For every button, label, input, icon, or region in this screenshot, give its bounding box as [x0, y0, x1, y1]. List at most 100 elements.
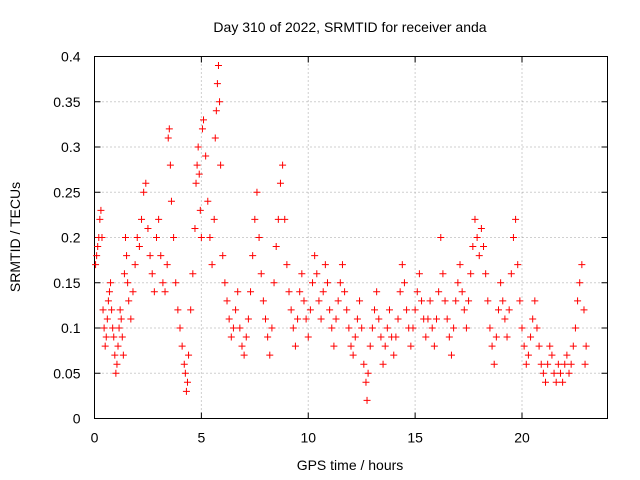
data-point	[433, 315, 440, 323]
data-point	[571, 324, 579, 332]
data-point	[353, 315, 361, 323]
data-point	[383, 324, 391, 332]
data-point	[181, 369, 189, 377]
data-point	[569, 342, 577, 350]
data-point	[240, 351, 248, 359]
data-point	[97, 206, 105, 214]
y-tick-label: 0	[73, 411, 81, 427]
data-point	[124, 279, 132, 287]
data-point	[167, 197, 175, 205]
x-tick-label: 5	[197, 430, 205, 446]
data-point	[110, 333, 118, 341]
data-point	[454, 279, 462, 287]
data-point	[462, 324, 470, 332]
data-point	[200, 116, 208, 124]
data-point	[505, 306, 513, 314]
data-point	[581, 360, 589, 368]
data-point	[174, 306, 182, 314]
data-point	[135, 243, 143, 251]
data-point	[213, 80, 221, 88]
data-point	[465, 297, 473, 305]
data-point	[138, 215, 146, 223]
axis-ticks: 0 0.05 0.1 0.15 0.2 0.25 0.3 0.35 0.4 0 5 10 15 20	[53, 49, 608, 446]
data-point	[194, 143, 202, 151]
data-point	[208, 261, 216, 269]
data-point	[216, 98, 224, 106]
data-point	[430, 342, 438, 350]
data-point	[234, 288, 242, 296]
data-point	[183, 378, 191, 386]
data-point	[118, 333, 126, 341]
data-point	[460, 306, 468, 314]
data-points	[92, 62, 590, 404]
data-point	[236, 324, 244, 332]
data-point	[482, 270, 490, 278]
data-point	[105, 288, 113, 296]
data-point	[567, 360, 575, 368]
data-point	[100, 324, 108, 332]
data-point	[311, 252, 319, 260]
data-point	[129, 288, 137, 296]
data-point	[93, 252, 101, 260]
y-tick-label: 0.35	[53, 94, 80, 110]
data-point	[527, 333, 535, 341]
data-point	[206, 234, 214, 241]
data-point	[328, 324, 336, 332]
data-point	[529, 315, 537, 323]
data-point	[559, 378, 567, 386]
data-point	[441, 297, 449, 305]
data-point	[268, 324, 276, 332]
data-point	[323, 279, 331, 287]
data-point	[533, 324, 541, 332]
data-point	[142, 179, 150, 187]
data-point	[392, 333, 400, 341]
data-point	[257, 270, 265, 278]
data-point	[120, 270, 128, 278]
data-point	[522, 360, 530, 368]
data-point	[477, 224, 485, 232]
x-tick-label: 20	[514, 430, 530, 446]
data-point	[535, 342, 543, 350]
data-point	[341, 288, 349, 296]
data-point	[512, 215, 520, 223]
data-point	[172, 279, 180, 287]
data-point	[210, 215, 218, 223]
data-point	[214, 62, 222, 70]
data-point	[144, 224, 152, 232]
data-point	[390, 351, 398, 359]
data-point	[157, 252, 165, 260]
data-point	[473, 234, 481, 241]
data-point	[94, 243, 102, 251]
data-point	[300, 297, 308, 305]
data-point	[302, 315, 310, 323]
chart-title: Day 310 of 2022, SRMTID for receiver and…	[213, 19, 486, 35]
data-point	[193, 161, 201, 169]
data-point	[107, 279, 115, 287]
data-point	[330, 342, 338, 350]
data-point	[244, 315, 252, 323]
data-point	[121, 234, 129, 241]
data-point	[117, 315, 125, 323]
data-point	[373, 288, 381, 296]
data-point	[334, 297, 342, 305]
data-point	[163, 261, 171, 269]
data-point	[407, 342, 415, 350]
data-point	[164, 134, 172, 142]
data-point	[283, 261, 291, 269]
data-point	[450, 324, 458, 332]
y-tick-label: 0.05	[53, 365, 80, 381]
data-point	[499, 297, 507, 305]
data-point	[368, 324, 376, 332]
data-point	[490, 360, 498, 368]
data-point	[165, 125, 173, 133]
data-point	[439, 270, 447, 278]
data-point	[520, 342, 528, 350]
data-point	[537, 360, 545, 368]
data-point	[298, 270, 306, 278]
data-point	[494, 306, 502, 314]
data-point	[554, 360, 562, 368]
x-axis-label: GPS time / hours	[297, 457, 404, 473]
data-point	[539, 369, 547, 377]
data-point	[503, 333, 511, 341]
data-point	[266, 351, 274, 359]
